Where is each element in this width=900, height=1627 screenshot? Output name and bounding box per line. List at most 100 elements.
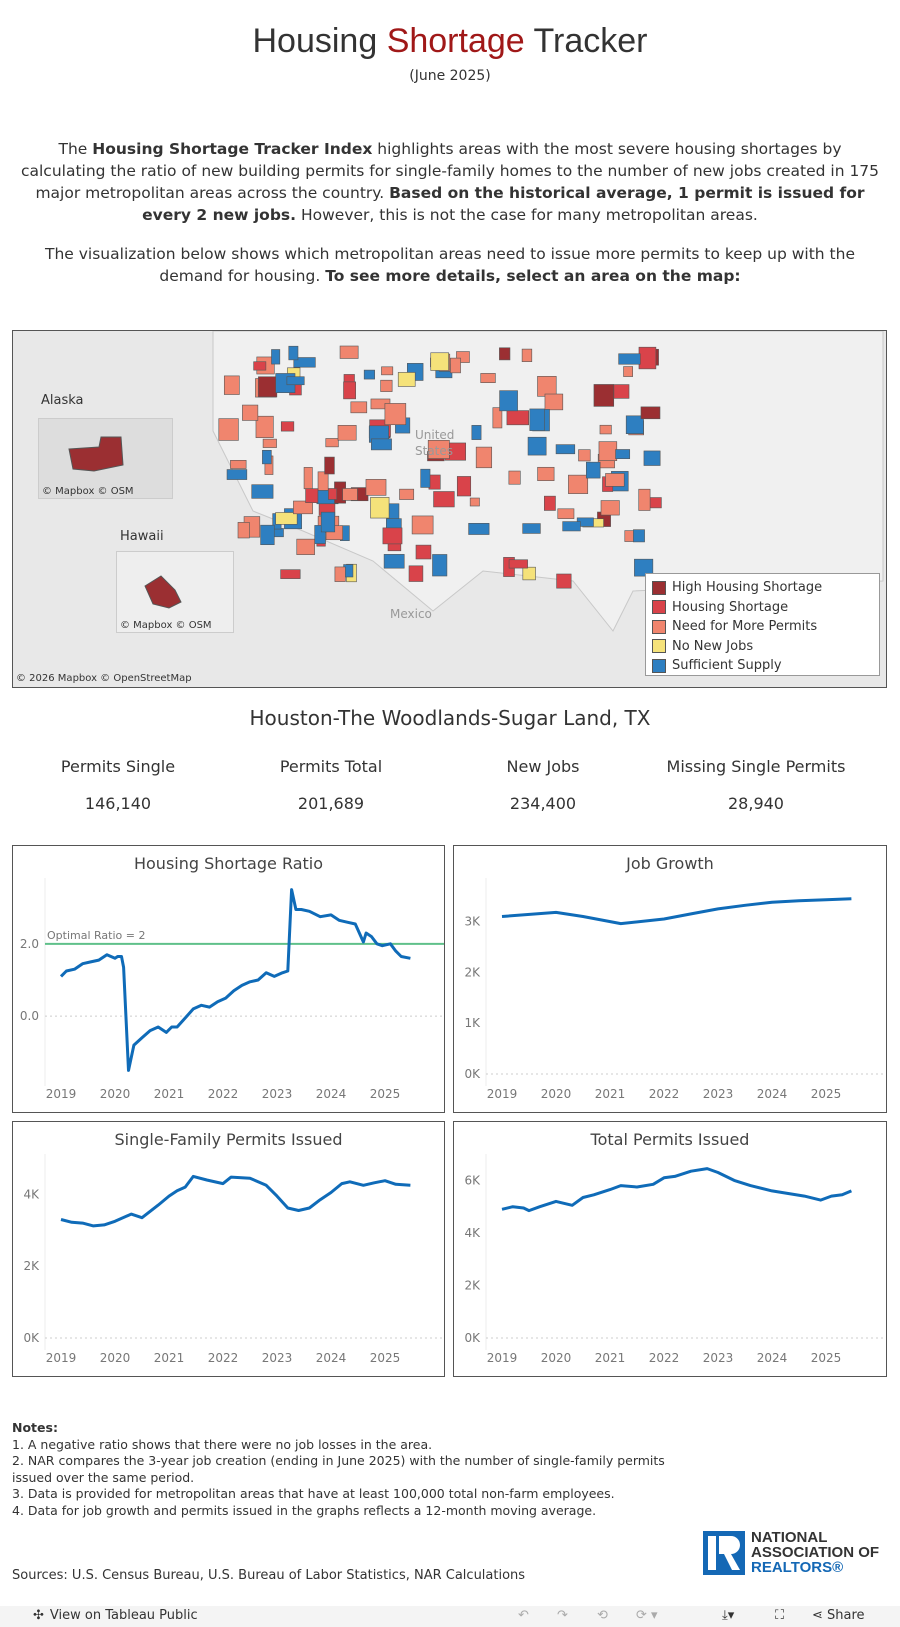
metro-area[interactable] [226, 469, 248, 480]
undo-icon[interactable]: ↶ [518, 1608, 529, 1623]
metro-area[interactable] [568, 474, 589, 494]
series-line[interactable] [59, 888, 411, 1072]
metro-area[interactable] [293, 357, 316, 368]
metro-area[interactable] [363, 369, 375, 380]
metro-area[interactable] [253, 361, 267, 371]
metro-area[interactable] [578, 449, 591, 462]
metro-area[interactable] [280, 421, 295, 432]
metro-area[interactable] [499, 390, 518, 412]
metro-area[interactable] [296, 538, 315, 555]
metro-area[interactable] [471, 425, 482, 440]
metro-area[interactable] [328, 488, 338, 500]
metro-area[interactable] [365, 479, 387, 496]
legend-item[interactable]: No New Jobs [652, 637, 873, 657]
metro-area[interactable] [314, 525, 326, 544]
metro-area[interactable] [593, 384, 615, 407]
metro-area[interactable] [370, 497, 390, 519]
series-line[interactable] [501, 897, 852, 926]
redo-icon[interactable]: ↷ [557, 1608, 568, 1623]
metro-area[interactable] [492, 407, 503, 429]
metro-area[interactable] [286, 376, 305, 386]
metro-area[interactable] [475, 446, 493, 469]
metro-area[interactable] [450, 357, 461, 374]
metro-area[interactable] [537, 376, 557, 397]
metro-area[interactable] [555, 444, 576, 455]
metro-area[interactable] [262, 449, 272, 465]
view-on-tableau-link[interactable]: ✣ View on Tableau Public [33, 1608, 198, 1623]
metro-area[interactable] [255, 415, 274, 438]
metro-area[interactable] [380, 379, 393, 392]
metro-area[interactable] [643, 450, 661, 466]
metro-area[interactable] [562, 521, 581, 532]
metro-area[interactable] [288, 345, 299, 361]
metro-area[interactable] [522, 566, 536, 581]
metro-area[interactable] [508, 470, 521, 485]
metro-area[interactable] [411, 515, 434, 535]
metro-area[interactable] [634, 558, 654, 577]
metro-area[interactable] [382, 527, 403, 545]
metro-area[interactable] [615, 449, 631, 459]
metro-area[interactable] [334, 566, 346, 582]
hawaii-metro[interactable] [144, 575, 182, 609]
refresh-icon[interactable]: ⟳ ▾ [636, 1608, 658, 1623]
metro-area[interactable] [325, 438, 339, 448]
single-family-permits-chart[interactable]: Single-Family Permits Issued 0K 2K 4K 2019 20… [12, 1121, 445, 1377]
metro-area[interactable] [324, 456, 335, 475]
revert-icon[interactable]: ⟲ [597, 1608, 608, 1623]
metro-area[interactable] [522, 523, 541, 534]
total-permits-chart[interactable]: Total Permits Issued 0K 2K 4K 6K 2019 2020 2021… [453, 1121, 887, 1377]
metro-area[interactable] [638, 346, 657, 370]
metro-area[interactable] [625, 415, 644, 434]
metro-area[interactable] [305, 488, 319, 503]
metro-area[interactable] [598, 441, 618, 461]
legend-item[interactable]: Housing Shortage [652, 598, 873, 618]
ratio-chart[interactable]: Housing Shortage Ratio 0.0 2.0 2019 2020 2021… [12, 845, 445, 1113]
metro-area[interactable] [432, 554, 448, 577]
metro-area[interactable] [624, 530, 635, 542]
metro-area[interactable] [638, 488, 651, 511]
alaska-metro[interactable] [68, 436, 124, 472]
metro-area[interactable] [317, 471, 329, 491]
metro-area[interactable] [613, 384, 630, 399]
metro-area[interactable] [343, 381, 356, 400]
metro-area[interactable] [342, 488, 358, 501]
metro-area[interactable] [350, 401, 368, 414]
share-button[interactable]: ⋖ Share [812, 1608, 865, 1623]
metro-area[interactable] [506, 410, 530, 426]
metro-area[interactable] [381, 366, 394, 376]
metro-area[interactable] [529, 408, 545, 431]
alaska-inset[interactable]: © Mapbox © OSM [38, 418, 173, 499]
metro-area[interactable] [230, 460, 247, 469]
metro-area[interactable] [508, 559, 528, 569]
hawaii-inset[interactable]: © Mapbox © OSM [116, 551, 234, 633]
metro-area[interactable] [544, 393, 564, 411]
metro-area[interactable] [537, 466, 555, 481]
metro-area[interactable] [384, 403, 407, 426]
metro-area[interactable] [303, 467, 313, 490]
series-line[interactable] [501, 1167, 852, 1213]
metro-area[interactable] [468, 523, 490, 535]
metro-area[interactable] [371, 438, 392, 451]
metro-area[interactable] [600, 500, 620, 516]
metro-area[interactable] [383, 554, 405, 569]
metro-area[interactable] [218, 418, 239, 441]
metro-area[interactable] [527, 436, 547, 456]
metro-area[interactable] [521, 348, 533, 362]
metro-area[interactable] [339, 345, 359, 359]
metro-area[interactable] [428, 474, 441, 490]
map-canvas[interactable] [13, 331, 887, 688]
metro-map[interactable]: Alaska © Mapbox © OSM Hawaii © Mapbox © … [12, 330, 887, 688]
metro-area[interactable] [397, 372, 416, 387]
metro-area[interactable] [271, 349, 281, 365]
metro-area[interactable] [618, 353, 641, 365]
metro-area[interactable] [420, 468, 431, 488]
metro-area[interactable] [633, 529, 645, 543]
fullscreen-icon[interactable]: ⛶ [775, 1608, 785, 1623]
metro-area[interactable] [599, 424, 612, 435]
metro-area[interactable] [430, 352, 449, 371]
metro-area[interactable] [623, 366, 633, 377]
job-growth-chart[interactable]: Job Growth 0K 1K 2K 3K 2019 2020 2021 2022 2023 20… [453, 845, 887, 1113]
download-icon[interactable]: ⤓▾ [722, 1608, 735, 1623]
metro-area[interactable] [408, 565, 424, 582]
legend-item[interactable]: Need for More Permits [652, 617, 873, 637]
